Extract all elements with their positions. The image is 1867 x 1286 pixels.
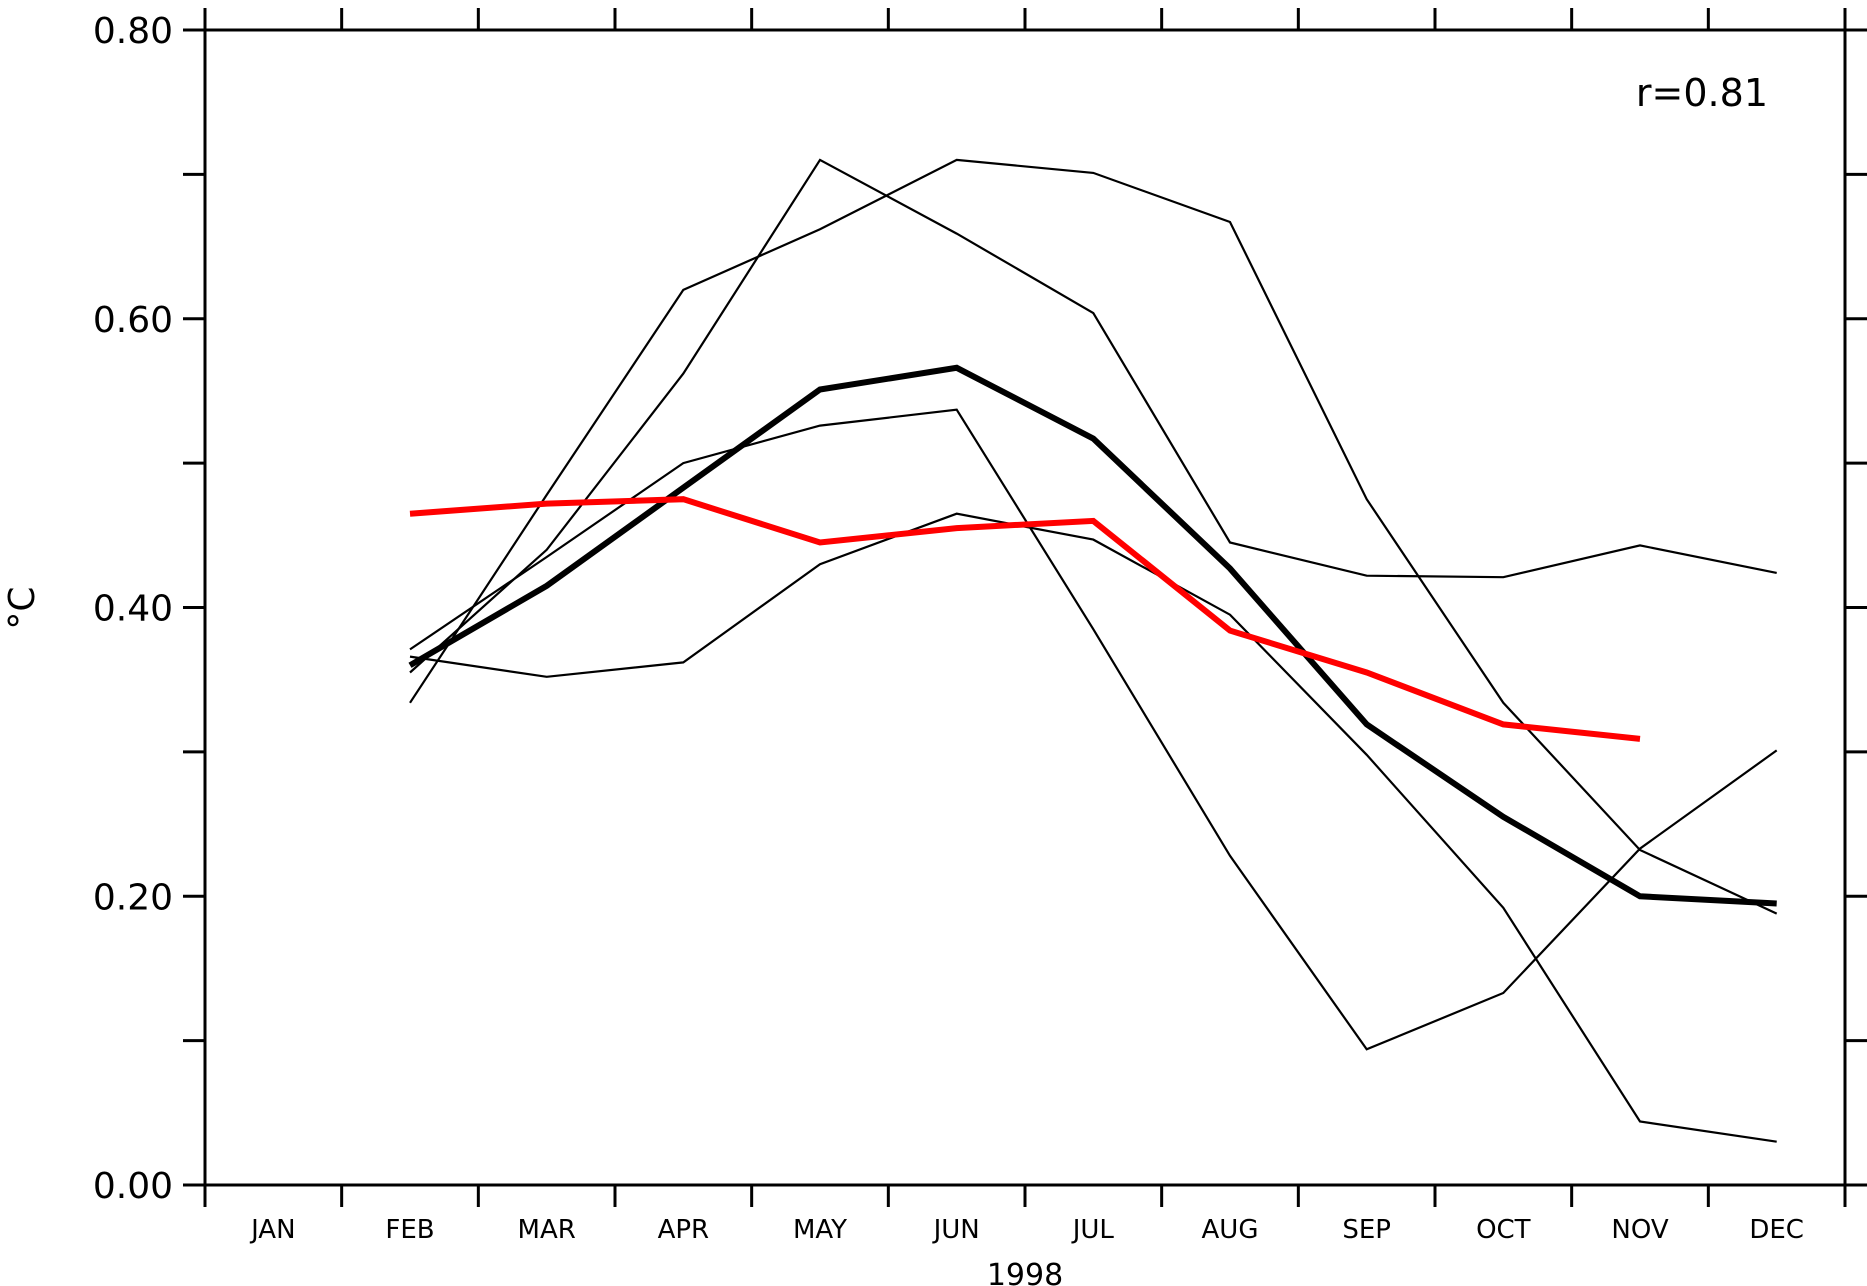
x-tick-label-apr: APR: [658, 1215, 710, 1245]
correlation-annotation: r=0.81: [1636, 71, 1768, 115]
x-tick-label-aug: AUG: [1202, 1215, 1259, 1245]
y-axis-label: °C: [2, 586, 43, 629]
x-tick-label-may: MAY: [793, 1215, 847, 1245]
x-tick-label-feb: FEB: [385, 1215, 434, 1245]
y-tick-label: 0.80: [93, 11, 173, 52]
series-line-2: [409, 158, 1778, 915]
y-tick-label: 0.60: [93, 300, 173, 341]
series-line-5: [408, 364, 1777, 907]
series-line-1: [409, 512, 1777, 1143]
x-tick-label-jul: JUL: [1071, 1215, 1115, 1245]
y-tick-label: 0.00: [93, 1166, 173, 1207]
x-tick-label-oct: OCT: [1476, 1215, 1531, 1245]
y-tick-label: 0.20: [93, 877, 173, 918]
series-line-3: [409, 158, 1777, 674]
x-tick-label-mar: MAR: [518, 1215, 576, 1245]
x-tick-label-nov: NOV: [1611, 1215, 1668, 1245]
y-axis: 0.00 0.20 0.40 0.60 0.80: [93, 11, 1867, 1207]
y-tick-label: 0.40: [93, 589, 173, 630]
x-tick-label-jun: JUN: [932, 1215, 980, 1245]
x-tick-label-jan: JAN: [249, 1215, 295, 1245]
x-tick-label-sep: SEP: [1342, 1215, 1391, 1245]
series-layer: [408, 158, 1778, 1143]
series-line-6: [409, 496, 1641, 742]
x-axis-label: 1998: [987, 1258, 1063, 1286]
x-tick-label-dec: DEC: [1749, 1215, 1804, 1245]
plot-frame: [203, 28, 1847, 1187]
x-axis: JAN FEB MAR APR MAY JUN JUL AUG SEP OCT NOV DEC: [203, 8, 1847, 1245]
series-line-4: [409, 408, 1778, 1051]
